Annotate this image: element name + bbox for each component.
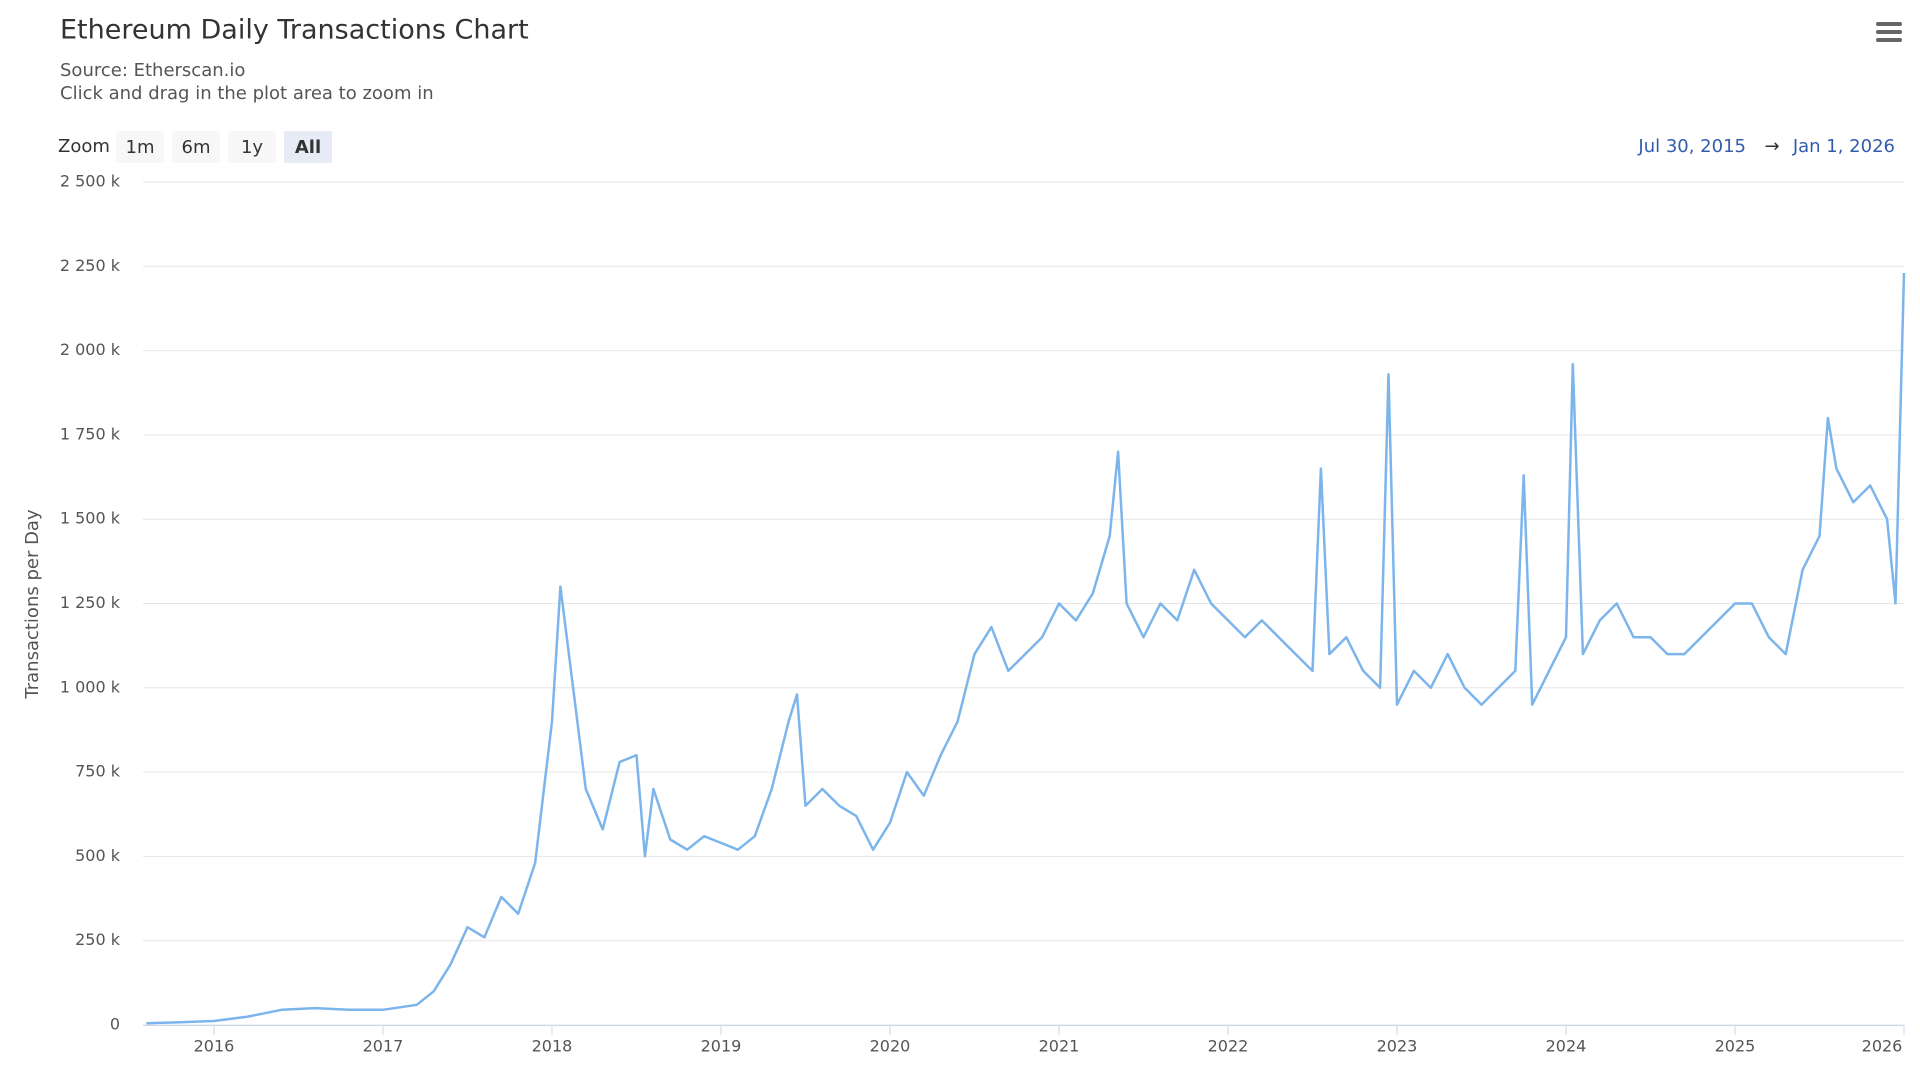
y-tick-label: 1 750 k [60, 424, 121, 443]
x-tick-label: 2021 [1039, 1037, 1080, 1056]
y-tick-label: 1 000 k [60, 677, 121, 696]
menu-bar[interactable] [1876, 30, 1902, 34]
y-tick-label: 2 500 k [60, 172, 121, 191]
subtitle: Source: Etherscan.io [60, 60, 245, 81]
range-arrow: → [1764, 136, 1779, 157]
y-tick-label: 500 k [75, 846, 121, 865]
y-tick-label: 1 250 k [60, 593, 121, 612]
menu-bar[interactable] [1876, 38, 1902, 42]
y-tick-label: 0 [110, 1015, 120, 1034]
range-to[interactable]: Jan 1, 2026 [1792, 136, 1895, 157]
x-tick-label: 2022 [1208, 1037, 1249, 1056]
x-tick-label: 2023 [1377, 1037, 1418, 1056]
y-tick-label: 750 k [75, 762, 121, 781]
x-tick-label: 2026 [1862, 1037, 1903, 1056]
zoom-button[interactable] [116, 131, 164, 163]
x-tick-label: 2016 [194, 1037, 235, 1056]
menu-bar[interactable] [1876, 22, 1902, 26]
subtitle: Click and drag in the plot area to zoom … [60, 83, 434, 104]
zoom-button[interactable] [172, 131, 220, 163]
x-tick-label: 2020 [870, 1037, 911, 1056]
zoom-button-label[interactable]: 1y [241, 137, 263, 158]
zoom-button-label[interactable]: All [295, 137, 321, 158]
zoom-label: Zoom [58, 136, 110, 157]
y-tick-label: 250 k [75, 930, 121, 949]
x-tick-label: 2024 [1546, 1037, 1587, 1056]
y-tick-label: 2 250 k [60, 256, 121, 275]
zoom-button-label[interactable]: 1m [126, 137, 155, 158]
zoom-button[interactable] [284, 131, 332, 163]
menu-button[interactable] [1876, 22, 1902, 42]
x-tick-label: 2025 [1715, 1037, 1756, 1056]
zoom-button[interactable] [228, 131, 276, 163]
chart-title: Ethereum Daily Transactions Chart [60, 15, 529, 46]
range-from[interactable]: Jul 30, 2015 [1637, 136, 1746, 157]
series-line [146, 272, 1906, 1025]
x-tick-label: 2018 [532, 1037, 573, 1056]
zoom-button-label[interactable]: 6m [182, 137, 211, 158]
x-tick-label: 2019 [701, 1037, 742, 1056]
y-tick-label: 2 000 k [60, 340, 121, 359]
x-tick-label: 2017 [363, 1037, 404, 1056]
y-tick-label: 1 500 k [60, 509, 121, 528]
y-axis-title: Transactions per Day [22, 509, 43, 700]
